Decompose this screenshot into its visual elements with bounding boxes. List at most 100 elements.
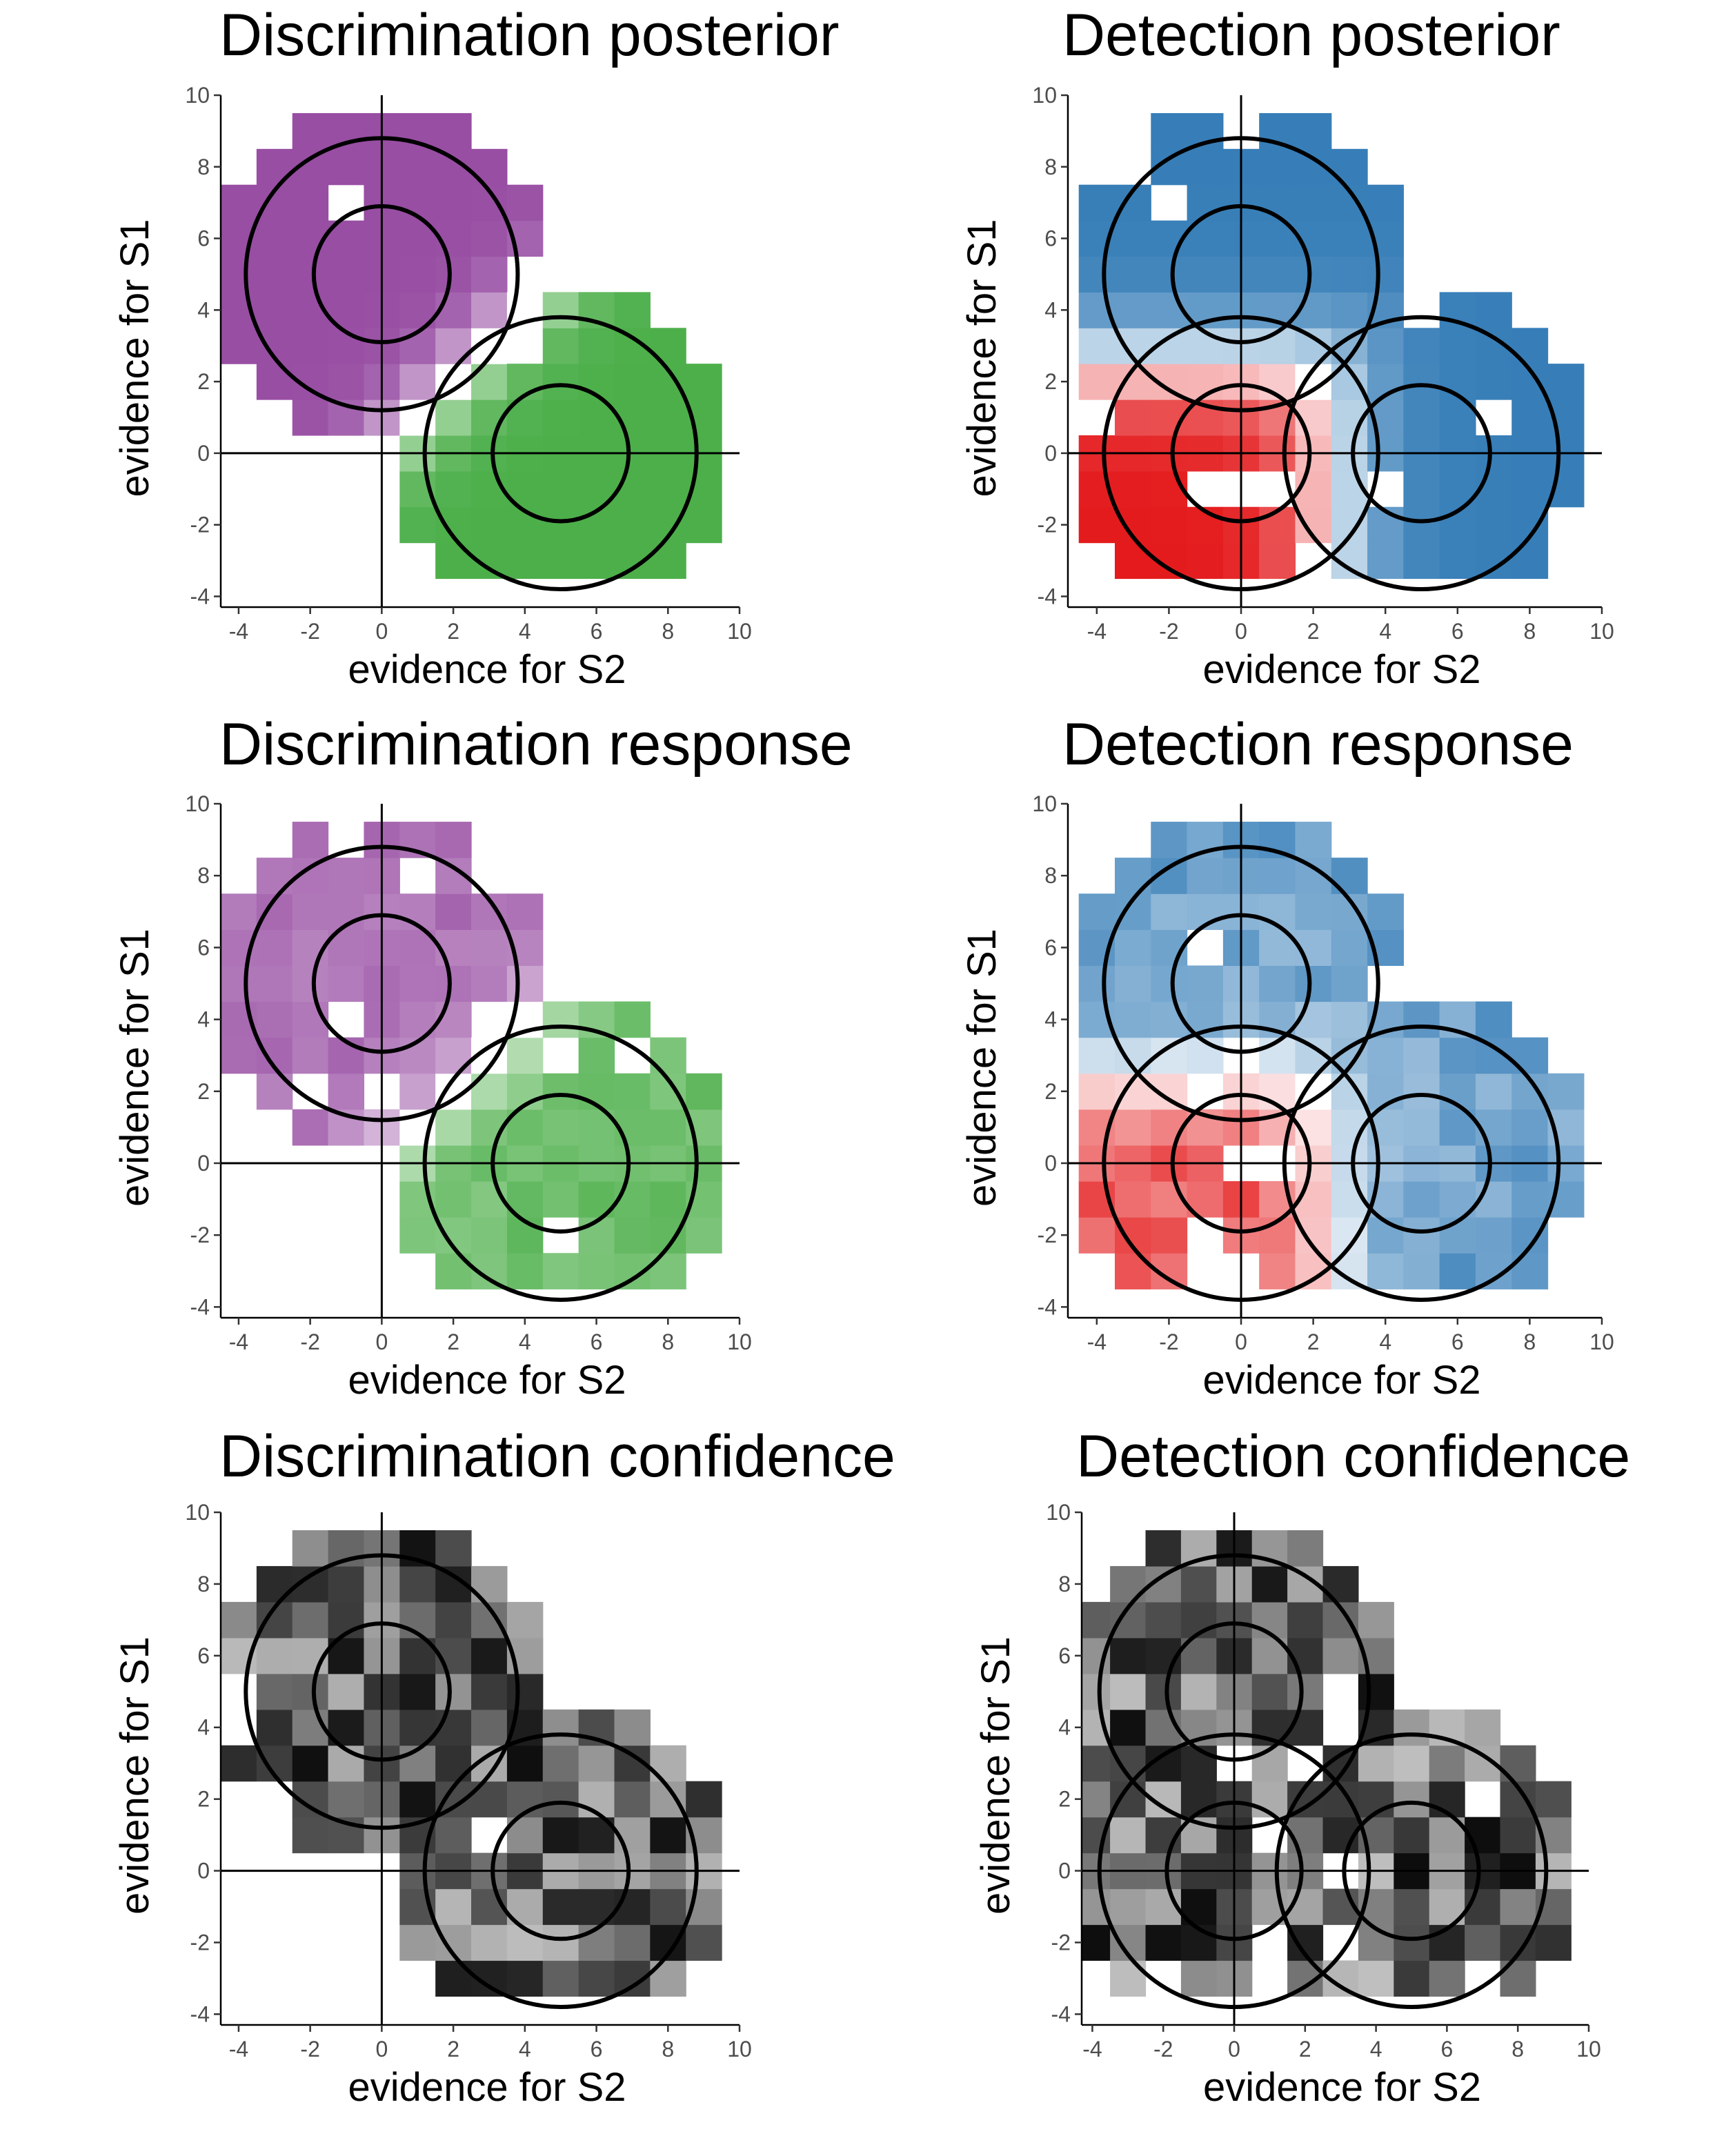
x-axis-label: evidence for S2 — [1202, 1358, 1480, 1403]
x-tick-label: 10 — [727, 1329, 752, 1354]
heatmap-cell — [1535, 1924, 1572, 1961]
panel-title: Discrimination posterior — [219, 2, 840, 68]
y-tick-label: -4 — [1051, 2001, 1071, 2026]
distribution-contour — [244, 136, 520, 413]
y-axis-label: evidence for S1 — [112, 929, 157, 1207]
distribution-contour — [1342, 1800, 1481, 1941]
heatmap-cell — [328, 1673, 365, 1710]
y-tick-label: 4 — [197, 297, 210, 322]
heatmap-cell — [471, 929, 508, 967]
heatmap-cell — [1403, 1217, 1440, 1254]
heatmap-cell — [1180, 1565, 1217, 1603]
heatmap-cell — [1439, 328, 1476, 364]
heatmap-cell — [471, 292, 508, 328]
y-tick-label: -4 — [1038, 1294, 1057, 1319]
y-tick-label: -2 — [1038, 513, 1057, 537]
heatmap-cell — [1331, 929, 1368, 967]
heatmap-cell — [1295, 112, 1332, 150]
heatmap-cell — [1187, 858, 1224, 894]
heatmap-cell — [650, 399, 686, 436]
heatmap-cell — [1259, 1253, 1296, 1289]
heatmap-cell — [1114, 929, 1151, 967]
panel-disc_conf: Discrimination confidence -4 -2 0 2 4 6 8 10 -4 -2… — [112, 1423, 895, 2110]
y-tick-label: -2 — [190, 513, 210, 537]
heatmap-cell — [1145, 1601, 1182, 1639]
y-tick-label: 0 — [197, 1859, 210, 1883]
y-tick-label: 10 — [1046, 1500, 1071, 1525]
heatmap-cell — [542, 1709, 579, 1746]
heatmap-cell — [542, 1924, 579, 1961]
y-tick-label: 0 — [1044, 441, 1057, 466]
x-tick-label: -4 — [229, 1329, 248, 1354]
heatmap-cell — [1078, 1037, 1116, 1074]
heatmap-cell — [471, 1673, 508, 1710]
heatmap-cell — [1251, 1673, 1288, 1710]
heatmap-cell — [399, 148, 436, 186]
heatmap-cell — [614, 292, 651, 328]
heatmap-cell — [1331, 148, 1368, 186]
heatmap-cell — [292, 965, 329, 1002]
heatmap-cell — [1367, 1253, 1404, 1289]
distribution-contour — [1351, 1092, 1492, 1234]
x-tick-label: 2 — [1307, 1329, 1320, 1354]
heatmap-cell — [1475, 364, 1512, 400]
x-tick-label: 6 — [1441, 2037, 1454, 2061]
y-tick-label: -2 — [1051, 1930, 1071, 1955]
x-tick-label: 0 — [1235, 1329, 1247, 1354]
y-tick-label: 4 — [197, 1007, 210, 1032]
heatmap-cell — [506, 1601, 544, 1639]
heatmap-cell — [435, 1037, 472, 1074]
y-tick-label: 6 — [197, 935, 210, 960]
x-tick-label: -4 — [229, 619, 248, 644]
heatmap-cell — [542, 292, 579, 328]
x-tick-label: 2 — [1299, 2037, 1311, 2061]
distribution-contour — [1170, 913, 1312, 1054]
heatmap-cell — [1145, 1673, 1182, 1710]
heatmap-cell — [1114, 1253, 1151, 1289]
heatmap-cell — [1078, 328, 1116, 364]
heatmap-cell — [471, 220, 508, 257]
distribution-contour — [1102, 315, 1380, 592]
heatmap-cell — [1295, 822, 1332, 858]
heatmap-cell — [1151, 965, 1188, 1002]
panel-det_resp: Detection response -4 -2 0 2 4 6 8 10 -4 -2 0 2 4 6 8 10… — [960, 711, 1614, 1403]
heatmap-cell — [328, 1073, 365, 1110]
heatmap-cell — [1367, 184, 1404, 221]
heatmap-cell — [256, 965, 293, 1002]
heatmap-cell — [292, 399, 329, 436]
heatmap-cells — [221, 112, 722, 580]
heatmap-cell — [1475, 1001, 1512, 1038]
heatmap-cell — [1547, 1073, 1585, 1110]
y-tick-label: 6 — [1044, 226, 1057, 251]
heatmap-cell — [1114, 256, 1151, 293]
heatmap-cell — [542, 328, 579, 364]
heatmap-cell — [1429, 1960, 1465, 1997]
panel-disc_resp: Discrimination response -4 -2 0 2 4 6 8 10 -4 -2 0 2… — [112, 711, 853, 1403]
heatmap-cell — [1295, 184, 1332, 221]
heatmap-cell — [399, 1924, 436, 1961]
heatmap-cell — [1259, 965, 1296, 1002]
heatmap-cell — [506, 1253, 544, 1289]
x-tick-label: -4 — [1087, 619, 1107, 644]
heatmap-cell — [578, 1960, 615, 1997]
heatmap-cell — [1535, 1781, 1572, 1818]
heatmap-cell — [256, 1637, 293, 1674]
y-tick-label: 4 — [1058, 1715, 1071, 1740]
distribution-contour — [422, 1732, 699, 2010]
heatmap-cell — [1500, 1888, 1536, 1926]
heatmap-cell — [1358, 1601, 1394, 1639]
heatmap-cell — [1511, 328, 1549, 364]
panel-title: Discrimination response — [219, 711, 853, 778]
y-tick-label: 2 — [197, 369, 210, 394]
heatmap-cell — [1287, 1601, 1324, 1639]
heatmap-cell — [650, 1109, 686, 1146]
heatmap-cell — [292, 893, 329, 930]
distribution-contour — [422, 1025, 699, 1302]
heatmap-cell — [1475, 1217, 1512, 1254]
x-tick-label: 2 — [447, 1329, 459, 1354]
heatmap-cell — [435, 112, 472, 150]
heatmap-cell — [292, 1817, 329, 1854]
heatmap-cell — [256, 256, 293, 293]
y-tick-label: 10 — [1032, 791, 1057, 816]
distribution-contour — [1170, 383, 1312, 524]
